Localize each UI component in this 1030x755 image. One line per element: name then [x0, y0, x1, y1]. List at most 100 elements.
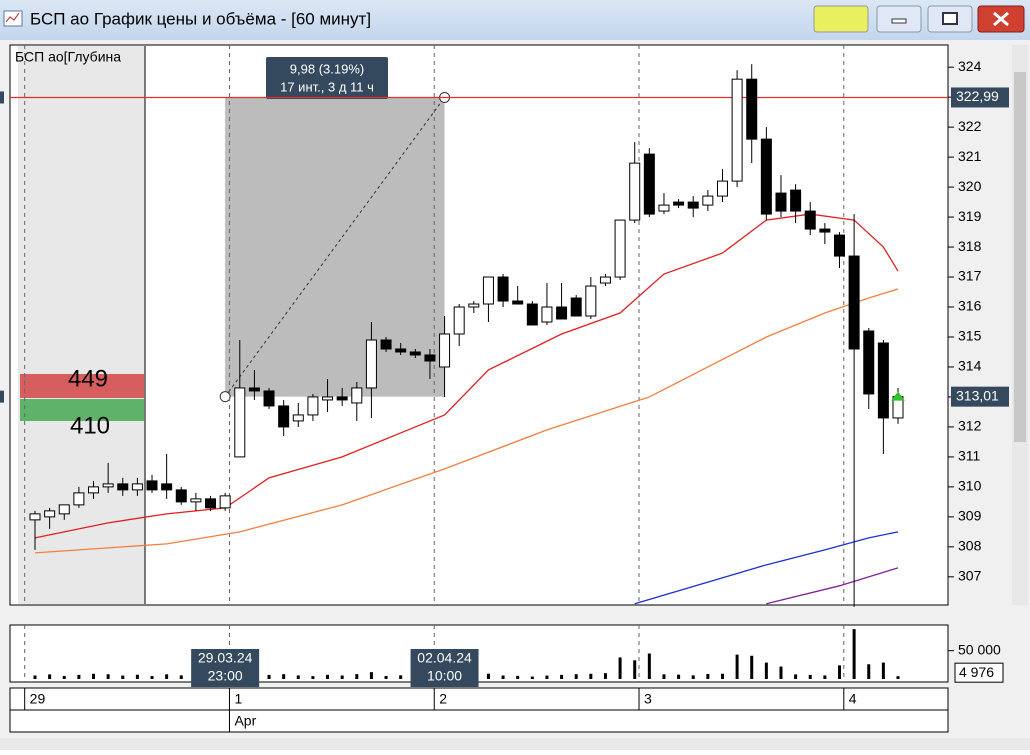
price-panel [9, 44, 949, 606]
candle-body [614, 219, 626, 278]
volume-bar [808, 674, 812, 679]
volume-bar [706, 674, 710, 679]
volume-bar [340, 675, 344, 679]
volume-bar [823, 675, 827, 679]
candle-body [263, 390, 275, 407]
candle-body [190, 498, 202, 503]
candle-body [526, 303, 538, 326]
candle-body [760, 138, 772, 215]
candle-body [29, 513, 41, 521]
volume-bar [896, 676, 900, 679]
candle-body [88, 486, 100, 494]
volume-bar [384, 675, 388, 679]
candle-body [848, 255, 860, 350]
volume-bar [296, 675, 300, 679]
link-button[interactable] [813, 5, 869, 33]
last-price-tag [951, 386, 1009, 407]
volume-bar [48, 674, 52, 679]
candle-body [146, 480, 158, 491]
y-tick-label: 314 [958, 358, 982, 374]
volume-bar [574, 674, 578, 679]
candle-body [234, 387, 246, 458]
depth-bid: 410 [70, 412, 110, 439]
moving-average [766, 567, 899, 605]
y-tick-label: 307 [958, 568, 982, 584]
volume-bar [33, 675, 37, 679]
candle-body [219, 495, 231, 509]
depth-area [18, 46, 145, 604]
y-tick-label: 311 [958, 448, 981, 464]
candle-body [292, 414, 304, 422]
volume-bar [62, 675, 66, 679]
candle-body [629, 162, 641, 221]
depth-ask-bars [20, 374, 144, 398]
volume-bar [355, 674, 359, 679]
volume-bar [560, 674, 564, 679]
depth-bid-bars [20, 399, 144, 421]
last-price-label: 313,01 [956, 387, 999, 403]
candle-body [131, 483, 143, 491]
depth-ask: 449 [68, 365, 108, 392]
volume-bar [647, 653, 651, 679]
y-tick-label: 309 [958, 508, 982, 524]
volume-bar [603, 673, 607, 679]
candle-body [117, 483, 129, 491]
candle-body [307, 396, 319, 416]
volume-bar [77, 674, 81, 679]
candle-body [716, 180, 728, 197]
level-label: 322,99 [956, 88, 999, 104]
candle-body [58, 504, 70, 515]
candle-body [658, 204, 670, 212]
candle-body [205, 498, 217, 509]
window-title: БСП ао График цены и объёма - [60 минут] [30, 9, 371, 28]
candle-body [673, 201, 685, 206]
y-tick-label: 310 [958, 478, 982, 494]
horizontal-scrollbar[interactable] [0, 738, 1030, 750]
candle-body [380, 339, 392, 350]
volume-bar [720, 673, 724, 679]
candle-body [453, 306, 465, 335]
candle-body [643, 153, 655, 215]
volume-bar [677, 674, 681, 679]
volume-bar [501, 675, 505, 679]
volume-last-label: 4 976 [959, 664, 994, 680]
y-tick-label: 322 [958, 118, 982, 134]
volume-panel [9, 624, 949, 683]
candle-body [702, 195, 714, 206]
volume-bar [691, 675, 695, 679]
y-tick-label: 319 [958, 208, 982, 224]
y-tick-label: 317 [958, 268, 982, 284]
candle-body [790, 189, 802, 212]
volume-bar [486, 673, 490, 679]
candle-body [468, 303, 480, 308]
measure-line [224, 97, 445, 397]
volume-bar [589, 673, 593, 679]
day-label: 3 [644, 691, 652, 707]
day-label: 29 [30, 691, 46, 707]
candle-body [439, 333, 451, 368]
volume-bar [779, 666, 783, 679]
candle-body [102, 483, 114, 488]
candle-body [322, 396, 334, 401]
y-tick-label: 316 [958, 298, 982, 314]
last-price-marker [0, 390, 4, 403]
y-tick-label: 318 [958, 238, 982, 254]
candle-body [336, 396, 348, 401]
measure-start [219, 391, 231, 403]
volume-bar [165, 674, 169, 679]
candle-body [497, 276, 509, 302]
candle-body [819, 228, 831, 233]
volume-bar [662, 674, 666, 679]
y-tick-label: 312 [958, 418, 982, 434]
volume-bar [369, 672, 373, 679]
date-label-box [191, 649, 260, 687]
candle-body [395, 348, 407, 353]
volume-bar [764, 662, 768, 679]
volume-tick-label: 50 000 [958, 641, 1001, 657]
volume-bar [516, 675, 520, 679]
volume-bar [618, 657, 622, 679]
moving-average [34, 288, 899, 554]
day-label: 4 [849, 691, 857, 707]
scroll-thumb[interactable] [1014, 72, 1026, 442]
